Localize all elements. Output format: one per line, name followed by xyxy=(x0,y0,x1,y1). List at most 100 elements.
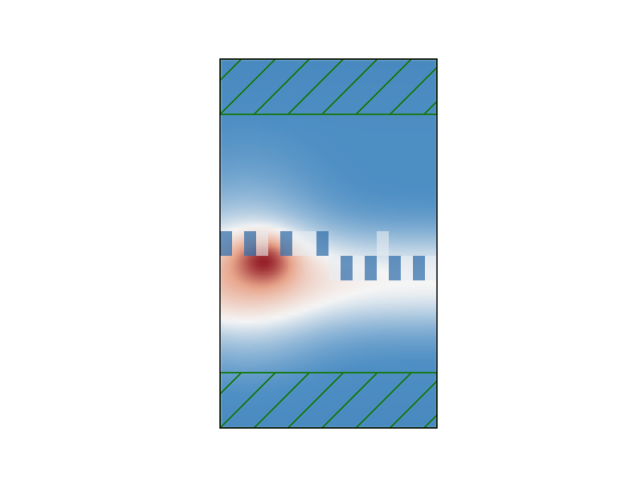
heatmap-cell xyxy=(248,311,253,317)
heatmap-cell xyxy=(220,411,225,417)
heatmap-cell xyxy=(312,135,318,140)
heatmap-cell xyxy=(300,151,305,156)
heatmap-cell xyxy=(352,99,358,104)
heatmap-cell xyxy=(320,163,326,168)
heatmap-cell xyxy=(340,367,346,373)
heatmap-cell xyxy=(336,195,342,200)
heatmap-cell xyxy=(316,107,322,112)
heatmap-cell xyxy=(336,175,342,180)
heatmap-cell xyxy=(384,91,390,96)
heatmap-cell xyxy=(236,335,241,341)
heatmap-cell xyxy=(340,291,346,297)
heatmap-cell xyxy=(276,227,281,233)
heatmap-cell xyxy=(324,255,330,261)
heatmap-cell xyxy=(428,231,434,237)
heatmap-cell xyxy=(360,387,366,393)
heatmap-cell xyxy=(260,159,265,164)
heatmap-cell xyxy=(276,423,281,428)
heatmap-cell xyxy=(356,383,362,389)
heatmap-block xyxy=(328,255,341,281)
heatmap-cell xyxy=(308,423,314,428)
heatmap-cell xyxy=(364,163,370,168)
heatmap-cell xyxy=(224,375,229,381)
heatmap-cell xyxy=(324,299,330,305)
heatmap-cell xyxy=(384,135,390,140)
heatmap-cell xyxy=(340,211,346,217)
heatmap-cell xyxy=(316,167,322,172)
heatmap-cell xyxy=(432,99,437,104)
heatmap-cell xyxy=(252,411,257,417)
heatmap-cell xyxy=(344,155,350,160)
heatmap-cell xyxy=(396,183,402,188)
heatmap-cell xyxy=(388,207,394,213)
heatmap-cell xyxy=(316,279,322,285)
heatmap-cell xyxy=(372,239,378,245)
heatmap-cell xyxy=(240,235,245,241)
heatmap-cell xyxy=(300,135,305,140)
heatmap-cell xyxy=(308,371,314,377)
heatmap-cell xyxy=(252,419,257,425)
heatmap-cell xyxy=(244,275,249,281)
heatmap-cell xyxy=(308,335,314,341)
heatmap-cell xyxy=(232,119,237,124)
heatmap-cell xyxy=(392,139,398,144)
heatmap-cell xyxy=(352,215,358,221)
heatmap-cell xyxy=(332,231,338,237)
heatmap-cell xyxy=(380,167,386,172)
heatmap-cell xyxy=(380,267,386,273)
heatmap-cell xyxy=(332,295,338,301)
heatmap-cell xyxy=(356,287,362,293)
heatmap-cell xyxy=(268,343,273,349)
heatmap-cell xyxy=(264,71,269,76)
heatmap-cell xyxy=(316,207,322,213)
heatmap-cell xyxy=(420,67,426,72)
heatmap-cell xyxy=(344,159,350,164)
heatmap-cell xyxy=(368,415,374,421)
heatmap-cell xyxy=(428,151,434,156)
heatmap-cell xyxy=(248,295,253,301)
heatmap-cell xyxy=(416,143,422,148)
heatmap-cell xyxy=(296,115,301,120)
heatmap-cell xyxy=(408,71,414,76)
heatmap-cell xyxy=(412,287,418,293)
heatmap-cell xyxy=(396,187,402,192)
heatmap-cell xyxy=(304,199,310,204)
heatmap-cell xyxy=(320,123,326,128)
heatmap-cell xyxy=(424,147,430,152)
heatmap-cell xyxy=(364,195,370,200)
heatmap-cell xyxy=(352,235,358,241)
heatmap-cell xyxy=(292,63,297,68)
heatmap-cell xyxy=(356,295,362,301)
heatmap-cell xyxy=(268,391,273,397)
heatmap-cell xyxy=(288,187,293,192)
heatmap-cell xyxy=(288,391,293,397)
heatmap-cell xyxy=(364,407,370,413)
heatmap-cell xyxy=(224,67,229,72)
heatmap-cell xyxy=(356,167,362,172)
heatmap-cell xyxy=(376,219,382,225)
heatmap-cell xyxy=(324,359,330,365)
heatmap-cell xyxy=(336,411,342,417)
heatmap-cell xyxy=(380,91,386,96)
heatmap-cell xyxy=(360,295,366,301)
heatmap-cell xyxy=(404,147,410,152)
heatmap-cell xyxy=(300,163,305,168)
heatmap-cell xyxy=(344,199,350,204)
heatmap-cell xyxy=(404,87,410,92)
heatmap-cell xyxy=(328,71,334,76)
heatmap-cell xyxy=(252,287,257,293)
heatmap-cell xyxy=(332,155,338,160)
heatmap-cell xyxy=(392,367,398,373)
heatmap-cell xyxy=(400,315,406,321)
heatmap-cell xyxy=(372,71,378,76)
heatmap-cell xyxy=(416,139,422,144)
heatmap-cell xyxy=(224,147,229,152)
heatmap-cell xyxy=(320,423,326,428)
heatmap-cell xyxy=(376,91,382,96)
heatmap-cell xyxy=(300,359,305,365)
heatmap-cell xyxy=(388,323,394,329)
heatmap-cell xyxy=(332,367,338,373)
heatmap-cell xyxy=(432,91,437,96)
heatmap-cell xyxy=(368,411,374,417)
heatmap-cell xyxy=(316,163,322,168)
